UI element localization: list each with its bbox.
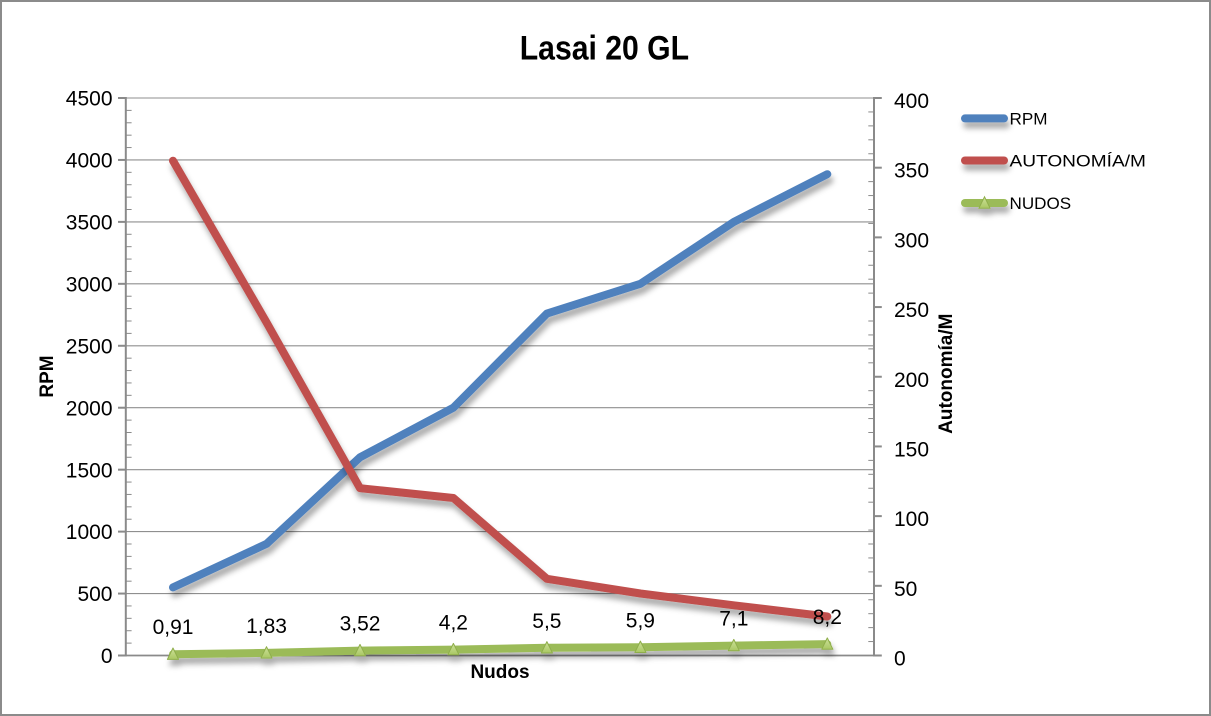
svg-text:8,2: 8,2 <box>813 606 842 629</box>
svg-text:5,9: 5,9 <box>626 609 655 632</box>
svg-text:3000: 3000 <box>66 273 113 296</box>
svg-text:3500: 3500 <box>66 212 113 235</box>
svg-text:Lasai 20 GL: Lasai 20 GL <box>520 30 689 68</box>
svg-text:4500: 4500 <box>66 88 113 111</box>
svg-text:3,52: 3,52 <box>340 613 381 636</box>
svg-text:5,5: 5,5 <box>532 610 561 633</box>
svg-text:0,91: 0,91 <box>153 616 194 639</box>
svg-text:50: 50 <box>894 578 917 601</box>
svg-text:2500: 2500 <box>66 335 113 358</box>
svg-text:0: 0 <box>101 645 113 668</box>
svg-text:RPM: RPM <box>1010 110 1048 129</box>
svg-text:4000: 4000 <box>66 150 113 173</box>
svg-text:Nudos: Nudos <box>470 662 529 683</box>
svg-text:1,83: 1,83 <box>246 615 287 638</box>
svg-text:NUDOS: NUDOS <box>1010 194 1072 213</box>
svg-text:1500: 1500 <box>66 459 113 482</box>
svg-text:250: 250 <box>894 299 929 322</box>
svg-text:Autonomía/M: Autonomía/M <box>936 314 957 434</box>
svg-text:100: 100 <box>894 508 929 531</box>
svg-text:200: 200 <box>894 369 929 392</box>
svg-text:350: 350 <box>894 160 929 183</box>
svg-text:7,1: 7,1 <box>719 608 748 631</box>
svg-text:500: 500 <box>77 583 112 606</box>
svg-text:RPM: RPM <box>37 355 58 397</box>
svg-text:150: 150 <box>894 438 929 461</box>
svg-text:AUTONOMÍA/M: AUTONOMÍA/M <box>1010 152 1146 171</box>
svg-text:400: 400 <box>894 90 929 113</box>
svg-text:2000: 2000 <box>66 397 113 420</box>
svg-text:1000: 1000 <box>66 521 113 544</box>
svg-text:4,2: 4,2 <box>439 612 468 635</box>
svg-text:300: 300 <box>894 229 929 252</box>
svg-text:0: 0 <box>894 648 906 671</box>
